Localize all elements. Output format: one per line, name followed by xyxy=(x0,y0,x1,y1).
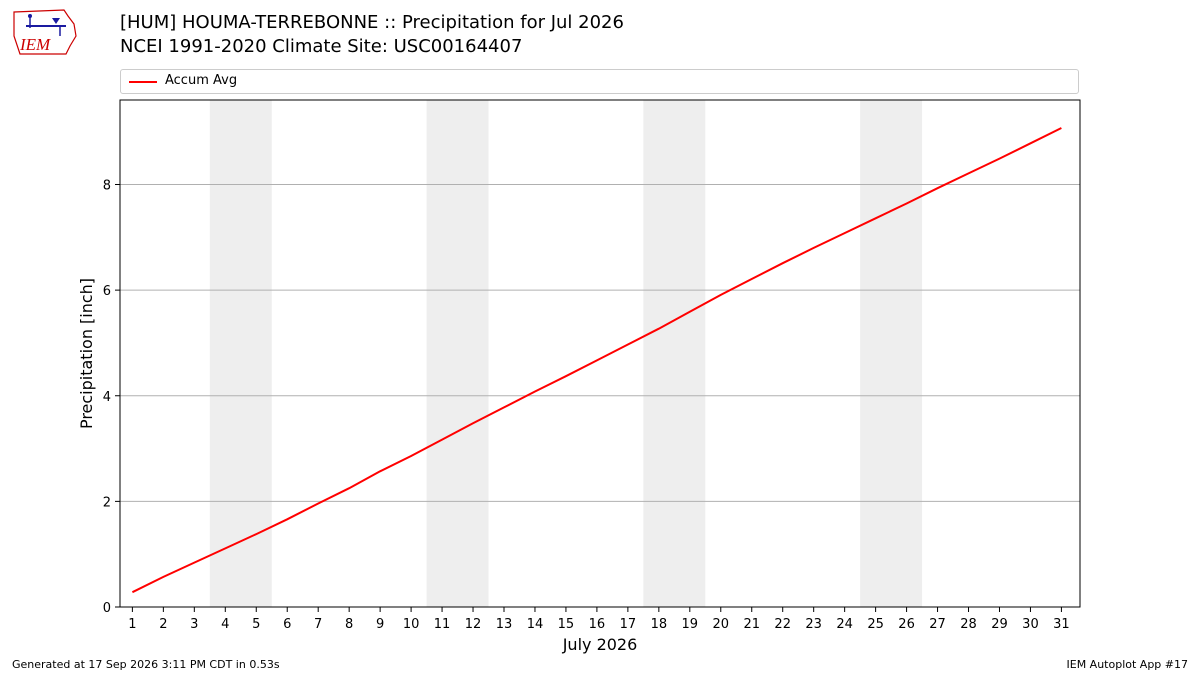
x-tick-label: 1 xyxy=(128,617,136,632)
x-tick-label: 2 xyxy=(159,617,167,632)
x-tick-label: 14 xyxy=(527,617,544,632)
x-tick-label: 5 xyxy=(252,617,260,632)
x-tick-label: 22 xyxy=(774,617,791,632)
iem-logo: IEM xyxy=(8,6,80,58)
y-tick-label: 6 xyxy=(103,284,111,299)
generated-footer: Generated at 17 Sep 2026 3:11 PM CDT in … xyxy=(12,658,280,671)
y-axis-label: Precipitation [inch] xyxy=(77,278,96,429)
y-tick-label: 4 xyxy=(103,390,111,405)
x-tick-label: 11 xyxy=(434,617,451,632)
plot-frame xyxy=(119,99,1081,608)
x-tick-label: 12 xyxy=(465,617,482,632)
x-tick-label: 18 xyxy=(651,617,668,632)
x-tick-label: 29 xyxy=(991,617,1008,632)
legend-label: Accum Avg xyxy=(165,73,238,88)
x-tick-label: 19 xyxy=(682,617,699,632)
x-tick-label: 28 xyxy=(960,617,977,632)
x-tick-label: 21 xyxy=(743,617,760,632)
x-tick-label: 26 xyxy=(898,617,915,632)
y-tick-label: 0 xyxy=(103,601,111,616)
x-tick-label: 4 xyxy=(221,617,229,632)
x-tick-label: 20 xyxy=(713,617,730,632)
y-tick-label: 8 xyxy=(103,179,111,194)
x-tick-label: 10 xyxy=(403,617,420,632)
weekend-band xyxy=(860,100,923,607)
x-tick-label: 3 xyxy=(190,617,198,632)
series-line-accum-avg xyxy=(131,127,1062,594)
weekend-band xyxy=(426,100,489,607)
x-tick-label: 7 xyxy=(314,617,322,632)
x-tick-label: 13 xyxy=(496,617,513,632)
app-footer: IEM Autoplot App #17 xyxy=(1066,658,1189,671)
x-tick-label: 24 xyxy=(836,617,853,632)
legend: Accum Avg xyxy=(120,69,1079,94)
chart-subtitle: NCEI 1991-2020 Climate Site: USC00164407 xyxy=(120,36,523,57)
x-tick-label: 30 xyxy=(1022,617,1039,632)
legend-line-swatch xyxy=(129,81,157,83)
x-tick-label: 27 xyxy=(929,617,946,632)
x-tick-label: 6 xyxy=(283,617,291,632)
x-tick-label: 25 xyxy=(867,617,884,632)
x-tick-label: 15 xyxy=(558,617,575,632)
x-tick-label: 9 xyxy=(376,617,384,632)
weekend-band xyxy=(643,100,706,607)
x-tick-label: 8 xyxy=(345,617,353,632)
chart-title: [HUM] HOUMA-TERREBONNE :: Precipitation … xyxy=(120,12,624,33)
x-tick-label: 16 xyxy=(589,617,606,632)
y-tick-label: 2 xyxy=(103,495,111,510)
x-tick-label: 17 xyxy=(620,617,637,632)
x-tick-label: 31 xyxy=(1053,617,1070,632)
x-axis-label: July 2026 xyxy=(562,635,638,654)
x-tick-label: 23 xyxy=(805,617,822,632)
logo-text: IEM xyxy=(19,35,51,54)
